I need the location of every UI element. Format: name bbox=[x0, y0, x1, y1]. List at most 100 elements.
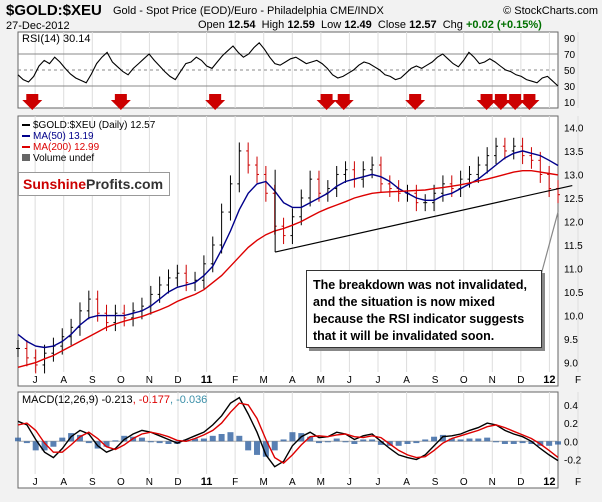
price-y-tick: 14.0 bbox=[564, 123, 584, 134]
macd-histogram-bar bbox=[307, 436, 314, 442]
legend-price: $GOLD:$XEU (Daily) 12.57 bbox=[33, 120, 156, 131]
close-value: 12.57 bbox=[409, 19, 437, 31]
x-tick-label: O bbox=[117, 477, 125, 488]
rsi-line bbox=[17, 42, 559, 87]
legend-volume: Volume undef bbox=[33, 153, 94, 164]
x-tick-label: D bbox=[174, 477, 181, 488]
x-tick-label: N bbox=[489, 375, 496, 386]
macd-histogram-bar bbox=[121, 435, 128, 442]
legend-ma50: MA(50) 13.19 bbox=[33, 131, 94, 142]
rsi-y-tick: 10 bbox=[564, 98, 576, 109]
open-label: Open bbox=[198, 19, 225, 31]
macd-histogram-bar bbox=[555, 441, 561, 445]
logo-part-1: Sunshine bbox=[23, 176, 87, 192]
x-tick-label: J bbox=[33, 477, 38, 488]
macd-histogram-bar bbox=[76, 434, 83, 442]
macd-histogram-bar bbox=[377, 441, 384, 445]
x-tick-label: M bbox=[317, 375, 325, 386]
rsi-y-tick: 50 bbox=[564, 66, 576, 77]
macd-histogram-bar bbox=[342, 441, 349, 443]
rsi-signal-arrow bbox=[110, 94, 131, 110]
x-tick-label: S bbox=[89, 477, 96, 488]
macd-histogram-bar bbox=[23, 441, 30, 444]
x-tick-label: N bbox=[146, 477, 153, 488]
x-tick-label: D bbox=[517, 375, 524, 386]
macd-histogram-bar bbox=[351, 441, 358, 444]
x-tick-label: O bbox=[117, 375, 125, 386]
x-tick-label: A bbox=[403, 477, 410, 488]
macd-histogram-bar bbox=[59, 437, 66, 442]
macd-histogram-bar bbox=[103, 441, 110, 447]
high-label: High bbox=[261, 19, 285, 31]
chart-date: 27-Dec-2012 bbox=[6, 20, 70, 32]
annotation-line-4: that it will be invalidated soon. bbox=[313, 329, 495, 343]
macd-histogram-bar bbox=[112, 440, 119, 442]
macd-histogram-bar bbox=[466, 438, 473, 442]
macd-histogram-bar bbox=[227, 432, 234, 442]
macd-y-tick: 0.4 bbox=[564, 401, 578, 412]
price-y-tick: 13.5 bbox=[564, 147, 584, 158]
chg-value: +0.02 (+0.15%) bbox=[465, 19, 542, 31]
macd-histogram-bar bbox=[15, 437, 21, 442]
rsi-signal-arrow bbox=[519, 94, 540, 110]
macd-histogram-bar bbox=[200, 438, 207, 442]
macd-histogram-bar bbox=[528, 441, 535, 444]
price-y-tick: 11.5 bbox=[564, 241, 583, 252]
legend-ma50-swatch bbox=[22, 135, 30, 137]
macd-line bbox=[17, 396, 559, 468]
macd-histogram-bar bbox=[546, 441, 553, 446]
macd-title-part: MACD(12,26,9) bbox=[22, 394, 101, 406]
macd-histogram-bar bbox=[254, 441, 261, 455]
price-y-tick: 12.0 bbox=[564, 217, 584, 228]
macd-histogram-bar bbox=[333, 438, 340, 442]
rsi-y-tick: 90 bbox=[564, 34, 576, 45]
x-tick-label: A bbox=[60, 375, 67, 386]
macd-histogram-bar bbox=[431, 436, 438, 442]
macd-histogram-bar bbox=[510, 441, 517, 444]
x-tick-label: M bbox=[260, 375, 268, 386]
macd-histogram-bar bbox=[457, 439, 464, 442]
macd-histogram-bar bbox=[209, 435, 216, 442]
x-tick-label: N bbox=[489, 477, 496, 488]
x-tick-label: 12 bbox=[543, 476, 555, 488]
x-tick-label: D bbox=[517, 477, 524, 488]
ma200-line bbox=[17, 170, 559, 368]
macd-histogram-bar bbox=[280, 439, 287, 442]
low-label: Low bbox=[320, 19, 342, 31]
x-tick-label: A bbox=[60, 477, 67, 488]
macd-histogram-bar bbox=[85, 441, 92, 444]
x-tick-label: J bbox=[347, 477, 352, 488]
rsi-y-tick: 70 bbox=[564, 50, 576, 61]
macd-histogram-bar bbox=[369, 439, 376, 442]
macd-title-part: -0.213 bbox=[101, 394, 132, 406]
macd-histogram-bar bbox=[475, 438, 482, 442]
copyright: © StockCharts.com bbox=[503, 5, 598, 17]
macd-histogram-bar bbox=[439, 434, 446, 442]
x-tick-label: J bbox=[33, 375, 38, 386]
chart-header: $GOLD:$XEU Gold - Spot Price (EOD)/Euro … bbox=[6, 2, 598, 32]
x-tick-label: M bbox=[260, 477, 268, 488]
low-value: 12.49 bbox=[344, 19, 372, 31]
symbol-description: Gold - Spot Price (EOD)/Euro - Philadelp… bbox=[113, 5, 384, 17]
price-y-tick: 10.5 bbox=[564, 288, 584, 299]
rsi-y-tick: 30 bbox=[564, 82, 576, 93]
macd-histogram-bar bbox=[501, 441, 508, 444]
x-tick-label: N bbox=[146, 375, 153, 386]
macd-histogram-bar bbox=[271, 441, 278, 451]
x-tick-label: 11 bbox=[201, 374, 213, 386]
macd-signal-line bbox=[17, 402, 559, 464]
rsi-signal-arrow bbox=[333, 94, 354, 110]
price-y-tick: 11.0 bbox=[564, 265, 583, 276]
price-y-tick: 9.5 bbox=[564, 335, 578, 346]
price-y-tick: 12.5 bbox=[564, 194, 584, 205]
rsi-signal-arrow bbox=[22, 94, 43, 110]
macd-histogram-bar bbox=[245, 441, 252, 451]
annotation-pointer bbox=[540, 211, 559, 276]
rsi-signal-arrow bbox=[316, 94, 337, 110]
macd-histogram-bar bbox=[519, 441, 526, 444]
macd-title: MACD(12,26,9) -0.213, -0.177, -0.036 bbox=[22, 394, 207, 406]
macd-y-tick: 0.2 bbox=[564, 419, 578, 430]
rsi-signal-arrow bbox=[205, 94, 226, 110]
annotation-box: The breakdown was not invalidated, and t… bbox=[306, 270, 542, 348]
macd-histogram-bar bbox=[404, 441, 411, 444]
